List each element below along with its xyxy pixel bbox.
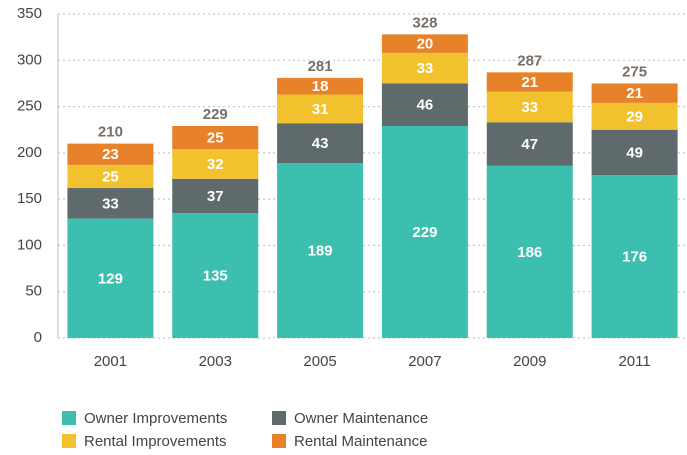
y-tick-label: 350 (17, 5, 42, 22)
bar-segment (277, 163, 364, 338)
total-label: 229 (203, 106, 228, 123)
value-label: 21 (521, 74, 538, 91)
value-label: 23 (102, 146, 119, 163)
value-label: 129 (98, 270, 123, 287)
bar-segment (172, 178, 259, 214)
bar-segment (486, 165, 573, 338)
value-label: 49 (626, 144, 643, 161)
bar-segment (381, 83, 468, 127)
x-tick-label: 2005 (303, 353, 336, 370)
bar-segment (591, 175, 678, 338)
value-label: 18 (312, 78, 329, 95)
value-label: 25 (207, 130, 224, 147)
value-label: 33 (417, 60, 434, 77)
bar-segment (381, 34, 468, 53)
x-tick-label: 2007 (408, 353, 441, 370)
bar-segment (381, 52, 468, 84)
value-label: 47 (521, 136, 538, 153)
value-label: 25 (102, 168, 119, 185)
value-label: 32 (207, 156, 224, 173)
y-tick-label: 300 (17, 51, 42, 68)
bar-segment (591, 102, 678, 130)
value-label: 135 (203, 267, 228, 284)
value-label: 229 (412, 224, 437, 241)
bar-segment (381, 126, 468, 338)
bar-segment (67, 143, 154, 165)
total-label: 210 (98, 124, 123, 141)
value-label: 20 (417, 36, 434, 53)
legend-swatch (62, 434, 76, 448)
value-label: 37 (207, 188, 224, 205)
value-label: 31 (312, 101, 329, 118)
bar-segment (591, 83, 678, 103)
y-tick-label: 50 (25, 283, 42, 300)
legend-label: Rental Improvements (84, 433, 227, 450)
legend-label: Rental Maintenance (294, 433, 427, 450)
legend-label: Owner Maintenance (294, 410, 428, 427)
legend-swatch (272, 434, 286, 448)
bar-segment (486, 72, 573, 92)
bar-segment (486, 91, 573, 123)
bar-segment (172, 213, 259, 338)
bar-segment (67, 218, 154, 338)
legend-swatch (62, 411, 76, 425)
total-label: 287 (517, 52, 542, 69)
total-label: 275 (622, 63, 647, 80)
bar-segment (277, 77, 364, 95)
bar-segment (277, 94, 364, 124)
legend-label: Owner Improvements (84, 410, 227, 427)
value-label: 29 (626, 108, 643, 125)
y-tick-label: 150 (17, 190, 42, 207)
value-label: 33 (102, 195, 119, 212)
total-label: 281 (308, 58, 333, 75)
bar-segment (277, 123, 364, 164)
value-label: 21 (626, 85, 643, 102)
bar-segment (67, 164, 154, 189)
value-label: 189 (308, 242, 333, 259)
x-tick-label: 2011 (618, 353, 650, 370)
y-tick-label: 100 (17, 236, 42, 253)
value-label: 43 (312, 135, 329, 152)
value-label: 186 (517, 244, 542, 261)
value-label: 46 (417, 97, 434, 114)
x-tick-label: 2009 (513, 353, 546, 370)
bar-segment (172, 126, 259, 150)
y-tick-label: 0 (34, 329, 42, 346)
x-tick-label: 2001 (94, 353, 127, 370)
legend-swatch (272, 411, 286, 425)
y-tick-label: 250 (17, 98, 42, 115)
bar-segment (172, 149, 259, 179)
bar-segment (486, 122, 573, 166)
value-label: 176 (622, 249, 647, 266)
bar-segment (591, 129, 678, 176)
bar-segment (67, 188, 154, 219)
x-tick-label: 2003 (199, 353, 232, 370)
total-label: 328 (412, 14, 437, 31)
value-label: 33 (521, 99, 538, 116)
y-tick-label: 200 (17, 144, 42, 161)
